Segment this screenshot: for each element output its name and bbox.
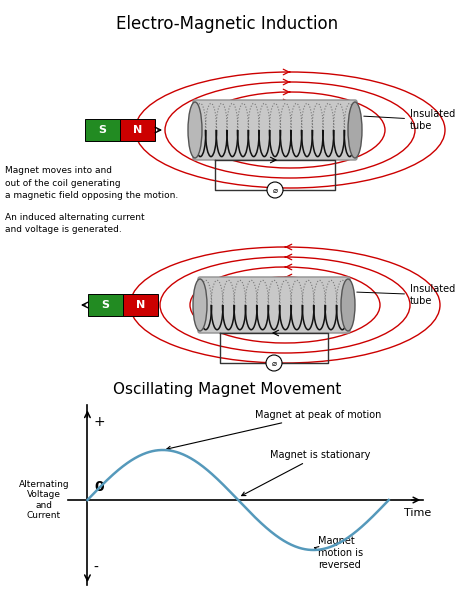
FancyBboxPatch shape: [193, 100, 357, 160]
Ellipse shape: [341, 279, 355, 331]
Text: Magnet
motion is
reversed: Magnet motion is reversed: [314, 536, 363, 569]
Text: S: S: [101, 300, 110, 310]
Text: ⌀: ⌀: [272, 358, 277, 367]
Text: +: +: [93, 415, 105, 430]
Text: 0: 0: [95, 480, 104, 494]
Ellipse shape: [193, 279, 207, 331]
Text: Time: Time: [404, 508, 431, 517]
FancyBboxPatch shape: [198, 277, 350, 333]
Ellipse shape: [188, 102, 202, 158]
Bar: [85, 119, 120, 141]
Text: Insulated
tube: Insulated tube: [364, 109, 455, 131]
Ellipse shape: [348, 102, 362, 158]
Text: -: -: [93, 560, 98, 575]
Text: Magnet is stationary: Magnet is stationary: [242, 449, 370, 496]
Text: Insulated
tube: Insulated tube: [357, 284, 455, 306]
Text: Alternating
Voltage
and
Current: Alternating Voltage and Current: [19, 480, 69, 520]
Bar: [88, 294, 123, 316]
Text: Magnet moves into and
out of the coil generating
a magnetic field opposing the m: Magnet moves into and out of the coil ge…: [5, 166, 178, 200]
Bar: [123, 294, 158, 316]
Text: N: N: [136, 300, 145, 310]
Text: An induced alternating current
and voltage is generated.: An induced alternating current and volta…: [5, 213, 145, 235]
Bar: [120, 119, 155, 141]
Text: Magnet at peak of motion: Magnet at peak of motion: [167, 409, 382, 450]
Text: ⌀: ⌀: [273, 185, 278, 194]
Circle shape: [266, 355, 282, 371]
Text: S: S: [98, 125, 106, 135]
Circle shape: [267, 182, 283, 198]
Text: Oscillating Magnet Movement: Oscillating Magnet Movement: [113, 382, 341, 397]
Text: N: N: [133, 125, 142, 135]
Text: Electro-Magnetic Induction: Electro-Magnetic Induction: [116, 15, 338, 33]
